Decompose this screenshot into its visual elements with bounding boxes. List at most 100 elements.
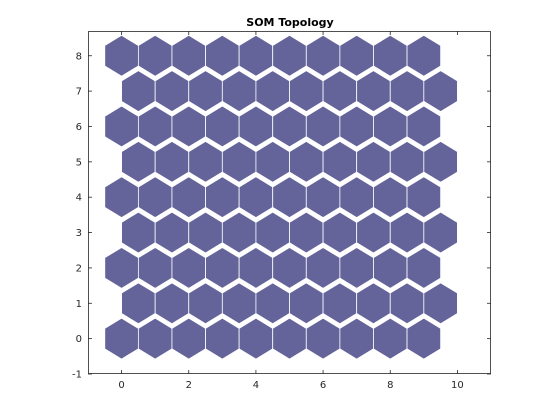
som-neuron-cell <box>272 34 307 77</box>
som-neuron-cell <box>238 317 274 360</box>
som-neuron-cell <box>121 140 156 183</box>
som-neuron-cell <box>221 70 257 112</box>
som-neuron-cell <box>221 140 257 183</box>
som-neuron-cell <box>289 211 324 254</box>
som-neuron-cell <box>221 211 257 254</box>
som-neuron-cell <box>121 211 156 254</box>
som-neuron-cell <box>406 34 442 77</box>
som-neuron-cell <box>104 247 139 289</box>
som-neuron-cell <box>339 176 374 219</box>
som-neuron-cell <box>238 34 274 77</box>
som-neuron-cell <box>389 70 425 112</box>
y-tick-label: 2 <box>76 263 82 274</box>
som-neuron-cell <box>339 34 374 77</box>
som-neuron-cell <box>205 317 240 360</box>
som-neuron-cell <box>137 247 173 289</box>
y-tick-label: 3 <box>76 228 82 239</box>
som-neuron-cell <box>255 211 290 254</box>
som-neuron-cell <box>356 70 391 112</box>
som-neuron-cell <box>205 105 240 148</box>
som-neuron-cell <box>289 70 324 112</box>
som-neuron-cell <box>406 317 442 360</box>
som-neuron-cell <box>238 247 274 289</box>
y-tick-label: 5 <box>76 157 82 168</box>
som-neuron-cell <box>406 176 442 219</box>
som-neuron-cell <box>188 211 223 254</box>
som-neuron-cell <box>154 70 190 112</box>
x-tick-label: 6 <box>320 380 326 391</box>
som-neuron-cell <box>104 105 139 148</box>
x-tick-label: 2 <box>186 380 192 391</box>
som-neuron-cell <box>272 176 307 219</box>
som-neuron-cell <box>423 282 458 325</box>
som-neuron-cell <box>322 140 358 183</box>
som-neuron-cell <box>373 34 408 77</box>
som-neuron-cell <box>389 140 425 183</box>
y-tick-label: -1 <box>72 370 82 381</box>
som-neuron-cell <box>188 140 223 183</box>
som-neuron-cell <box>255 140 290 183</box>
som-neuron-cell <box>339 247 374 289</box>
som-neuron-cell <box>373 317 408 360</box>
som-neuron-cell <box>423 70 458 112</box>
som-neuron-cell <box>322 282 358 325</box>
som-neuron-cell <box>255 70 290 112</box>
y-tick-label: 0 <box>76 334 82 345</box>
som-neuron-cell <box>238 105 274 148</box>
y-tick-label: 4 <box>76 193 82 204</box>
x-tick-label: 10 <box>451 380 464 391</box>
som-neuron-cell <box>137 105 173 148</box>
som-neuron-cell <box>289 140 324 183</box>
y-tick-label: 1 <box>76 299 82 310</box>
som-cells <box>104 34 458 360</box>
y-tick-label: 6 <box>76 122 82 133</box>
som-neuron-cell <box>188 70 223 112</box>
x-tick-label: 4 <box>253 380 259 391</box>
som-neuron-cell <box>356 211 391 254</box>
som-neuron-cell <box>389 211 425 254</box>
som-neuron-cell <box>104 34 139 77</box>
som-neuron-cell <box>373 105 408 148</box>
som-neuron-cell <box>305 247 341 289</box>
som-neuron-cell <box>171 317 206 360</box>
x-tick-label: 8 <box>387 380 393 391</box>
som-neuron-cell <box>154 211 190 254</box>
som-neuron-cell <box>272 105 307 148</box>
plot-area: 0 2 4 6 8 10 -1 0 1 2 3 4 5 6 7 8 <box>72 31 491 391</box>
som-neuron-cell <box>255 282 290 325</box>
som-neuron-cell <box>171 34 206 77</box>
som-neuron-cell <box>121 70 156 112</box>
som-neuron-cell <box>305 176 341 219</box>
som-neuron-cell <box>305 34 341 77</box>
som-neuron-cell <box>171 176 206 219</box>
som-neuron-cell <box>104 176 139 219</box>
som-neuron-cell <box>406 247 442 289</box>
som-neuron-cell <box>289 282 324 325</box>
som-neuron-cell <box>322 211 358 254</box>
y-tick-label: 8 <box>76 51 82 62</box>
som-neuron-cell <box>423 140 458 183</box>
som-neuron-cell <box>171 247 206 289</box>
som-neuron-cell <box>171 105 206 148</box>
som-neuron-cell <box>389 282 425 325</box>
som-neuron-cell <box>188 282 223 325</box>
som-neuron-cell <box>137 176 173 219</box>
som-neuron-cell <box>104 317 139 360</box>
som-neuron-cell <box>272 247 307 289</box>
som-neuron-cell <box>154 140 190 183</box>
som-neuron-cell <box>373 176 408 219</box>
som-neuron-cell <box>356 282 391 325</box>
som-neuron-cell <box>322 70 358 112</box>
x-tick-label: 0 <box>118 380 124 391</box>
som-neuron-cell <box>137 34 173 77</box>
axes-box <box>88 31 491 374</box>
som-neuron-cell <box>205 34 240 77</box>
som-neuron-cell <box>356 140 391 183</box>
som-neuron-cell <box>305 317 341 360</box>
som-neuron-cell <box>406 105 442 148</box>
som-neuron-cell <box>272 317 307 360</box>
som-neuron-cell <box>305 105 341 148</box>
y-tick-label: 7 <box>76 87 82 98</box>
som-neuron-cell <box>121 282 156 325</box>
